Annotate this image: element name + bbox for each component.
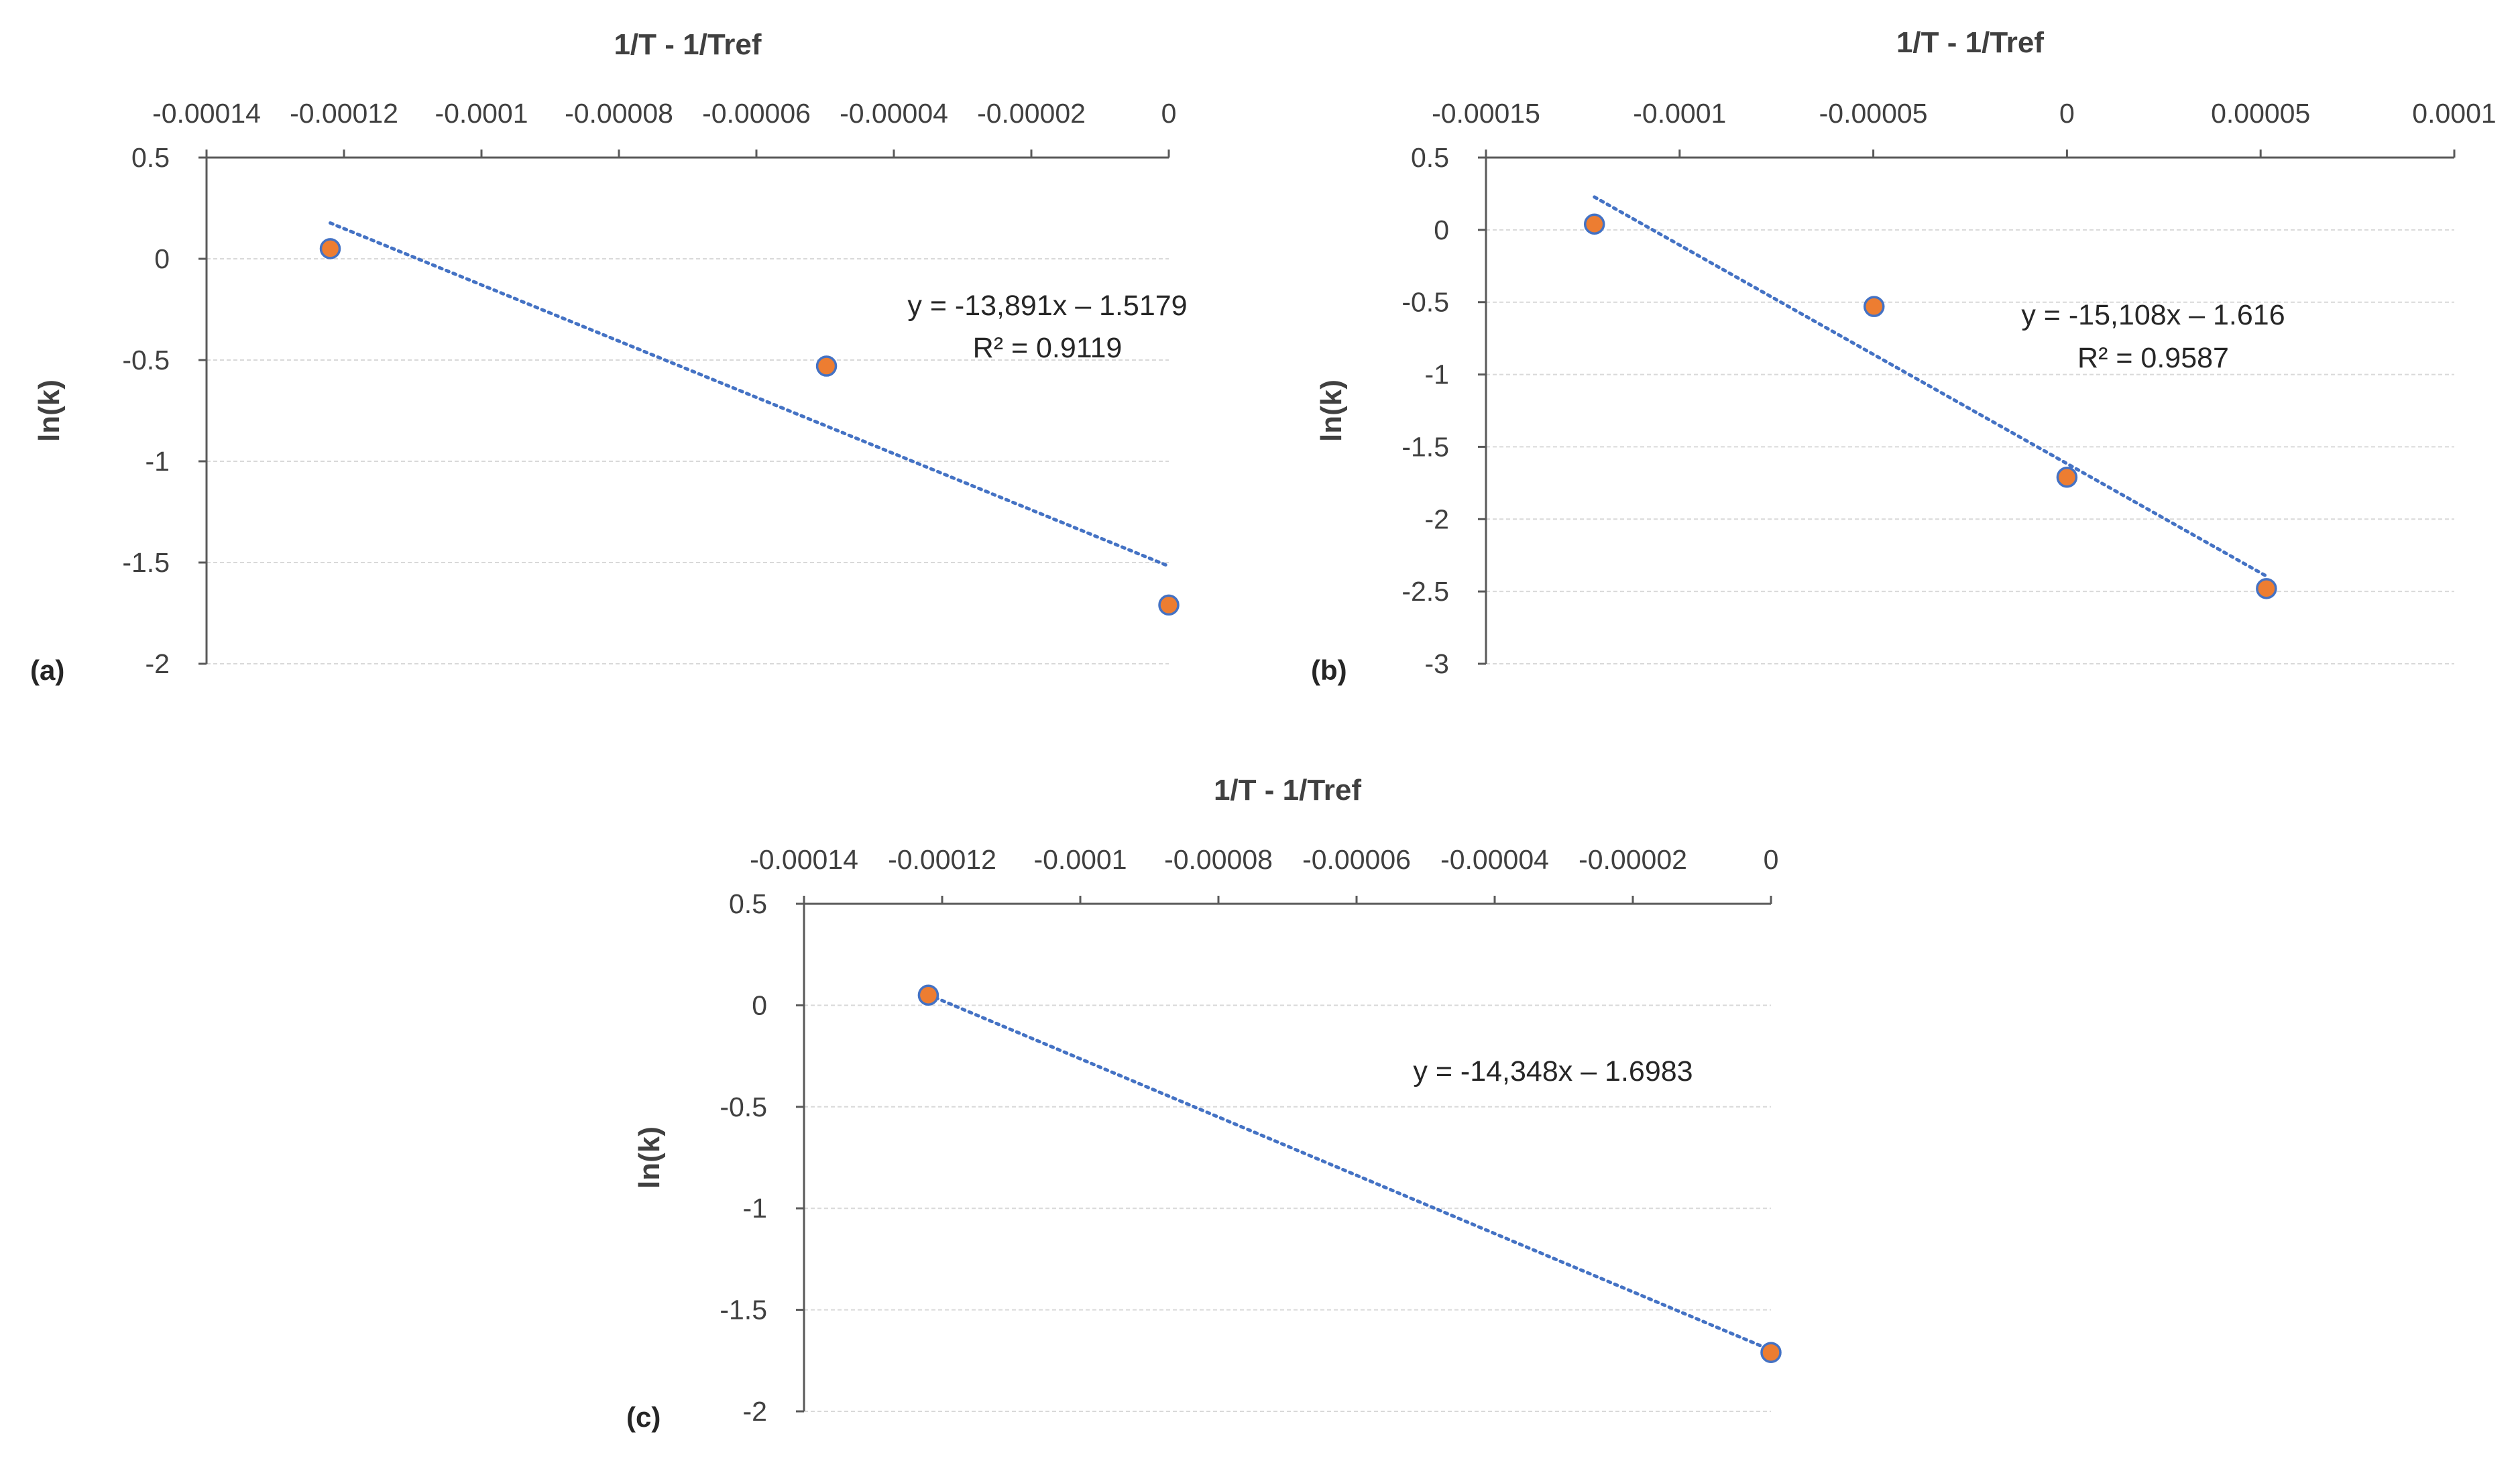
y-tick-label: 0 — [154, 243, 170, 274]
x-tick-label: -0.00014 — [750, 844, 858, 875]
y-tick-label: -1.5 — [122, 547, 170, 578]
r-squared-label: R² = 0.9587 — [2077, 342, 2229, 374]
data-point — [2056, 466, 2078, 488]
x-tick-label: 0 — [2059, 98, 2075, 129]
trendline-equation: y = -13,891x – 1.5179 — [907, 290, 1187, 322]
data-point — [2256, 578, 2277, 599]
x-tick-label: -0.00014 — [152, 98, 261, 129]
y-tick-label: -1 — [146, 446, 170, 477]
y-tick-label: -2 — [743, 1396, 767, 1427]
y-tick-label: -1.5 — [720, 1295, 767, 1326]
x-tick-label: 0 — [1764, 844, 1779, 875]
panel-label: (b) — [1311, 654, 1347, 686]
trendline — [1593, 195, 2269, 578]
x-tick-label: -0.00004 — [840, 98, 948, 129]
panel-label: (a) — [30, 654, 64, 686]
panel-label: (c) — [626, 1401, 661, 1433]
data-point — [1864, 296, 1885, 317]
x-axis-title: 1/T - 1/Tref — [1214, 774, 1361, 807]
x-tick-label: -0.00008 — [1164, 844, 1273, 875]
x-tick-label: -0.00004 — [1440, 844, 1549, 875]
x-tick-label: -0.00012 — [888, 844, 996, 875]
x-tick-label: -0.00008 — [565, 98, 673, 129]
y-tick-label: -2 — [146, 648, 170, 679]
y-tick-label: -0.5 — [1401, 287, 1449, 318]
y-tick-label: 0 — [752, 990, 767, 1020]
x-tick-label: -0.00015 — [1432, 98, 1540, 129]
chart-b: -0.00015 -0.0001 -0.00005 0 0.00005 0.0001 0.5… — [1311, 26, 2497, 686]
x-tick-label: -0.00002 — [977, 98, 1086, 129]
data-point — [1158, 594, 1180, 616]
y-tick-label: -3 — [1425, 648, 1449, 679]
x-tick-label: 0 — [1161, 98, 1177, 129]
x-tick-label: -0.0001 — [435, 98, 528, 129]
y-tick-label: -1 — [743, 1193, 767, 1224]
data-point — [319, 238, 341, 259]
x-tick-label: 0.0001 — [2412, 98, 2496, 129]
x-axis-title: 1/T - 1/Tref — [1896, 26, 2044, 59]
y-tick-label: -0.5 — [720, 1092, 767, 1122]
chart-c: -0.00014 -0.00012 -0.0001 -0.00008 -0.00006-… — [626, 774, 1782, 1433]
y-tick-label: -2 — [1425, 504, 1449, 534]
data-point — [1583, 213, 1605, 235]
y-tick-label: 0.5 — [1411, 142, 1449, 173]
data-point — [917, 984, 939, 1006]
x-axis-title: 1/T - 1/Tref — [614, 28, 761, 61]
y-tick-label: -2.5 — [1401, 576, 1449, 607]
x-tick-label: -0.00012 — [290, 98, 398, 129]
trendline-equation: y = -15,108x – 1.616 — [2021, 299, 2285, 331]
y-tick-label: 0 — [1434, 215, 1449, 245]
trendline — [926, 993, 1773, 1352]
y-tick-label: -0.5 — [122, 345, 170, 375]
trendline-equation: y = -14,348x – 1.6983 — [1413, 1055, 1693, 1088]
y-axis-title: ln(k) — [1315, 379, 1348, 442]
data-point — [1760, 1342, 1782, 1363]
y-tick-label: -1 — [1425, 359, 1449, 390]
y-tick-label: 0.5 — [729, 888, 767, 919]
x-tick-label: 0.00005 — [2211, 98, 2310, 129]
chart-a: -0.00014 -0.00012 -0.0001 -0.00008 -0.00006-… — [30, 28, 1188, 686]
y-tick-label: -1.5 — [1401, 431, 1449, 462]
x-tick-label: -0.0001 — [1633, 98, 1726, 129]
y-tick-label: 0.5 — [131, 142, 170, 173]
x-tick-label: -0.00005 — [1819, 98, 1928, 129]
y-axis-title: ln(k) — [633, 1126, 666, 1189]
y-axis-title: ln(k) — [33, 379, 66, 442]
trendline — [329, 221, 1171, 568]
r-squared-label: R² = 0.9119 — [973, 332, 1123, 364]
x-tick-label: -0.00006 — [702, 98, 811, 129]
x-tick-label: -0.00002 — [1579, 844, 1687, 875]
x-tick-label: -0.00006 — [1302, 844, 1411, 875]
data-point — [815, 355, 838, 377]
x-tick-label: -0.0001 — [1033, 844, 1127, 875]
